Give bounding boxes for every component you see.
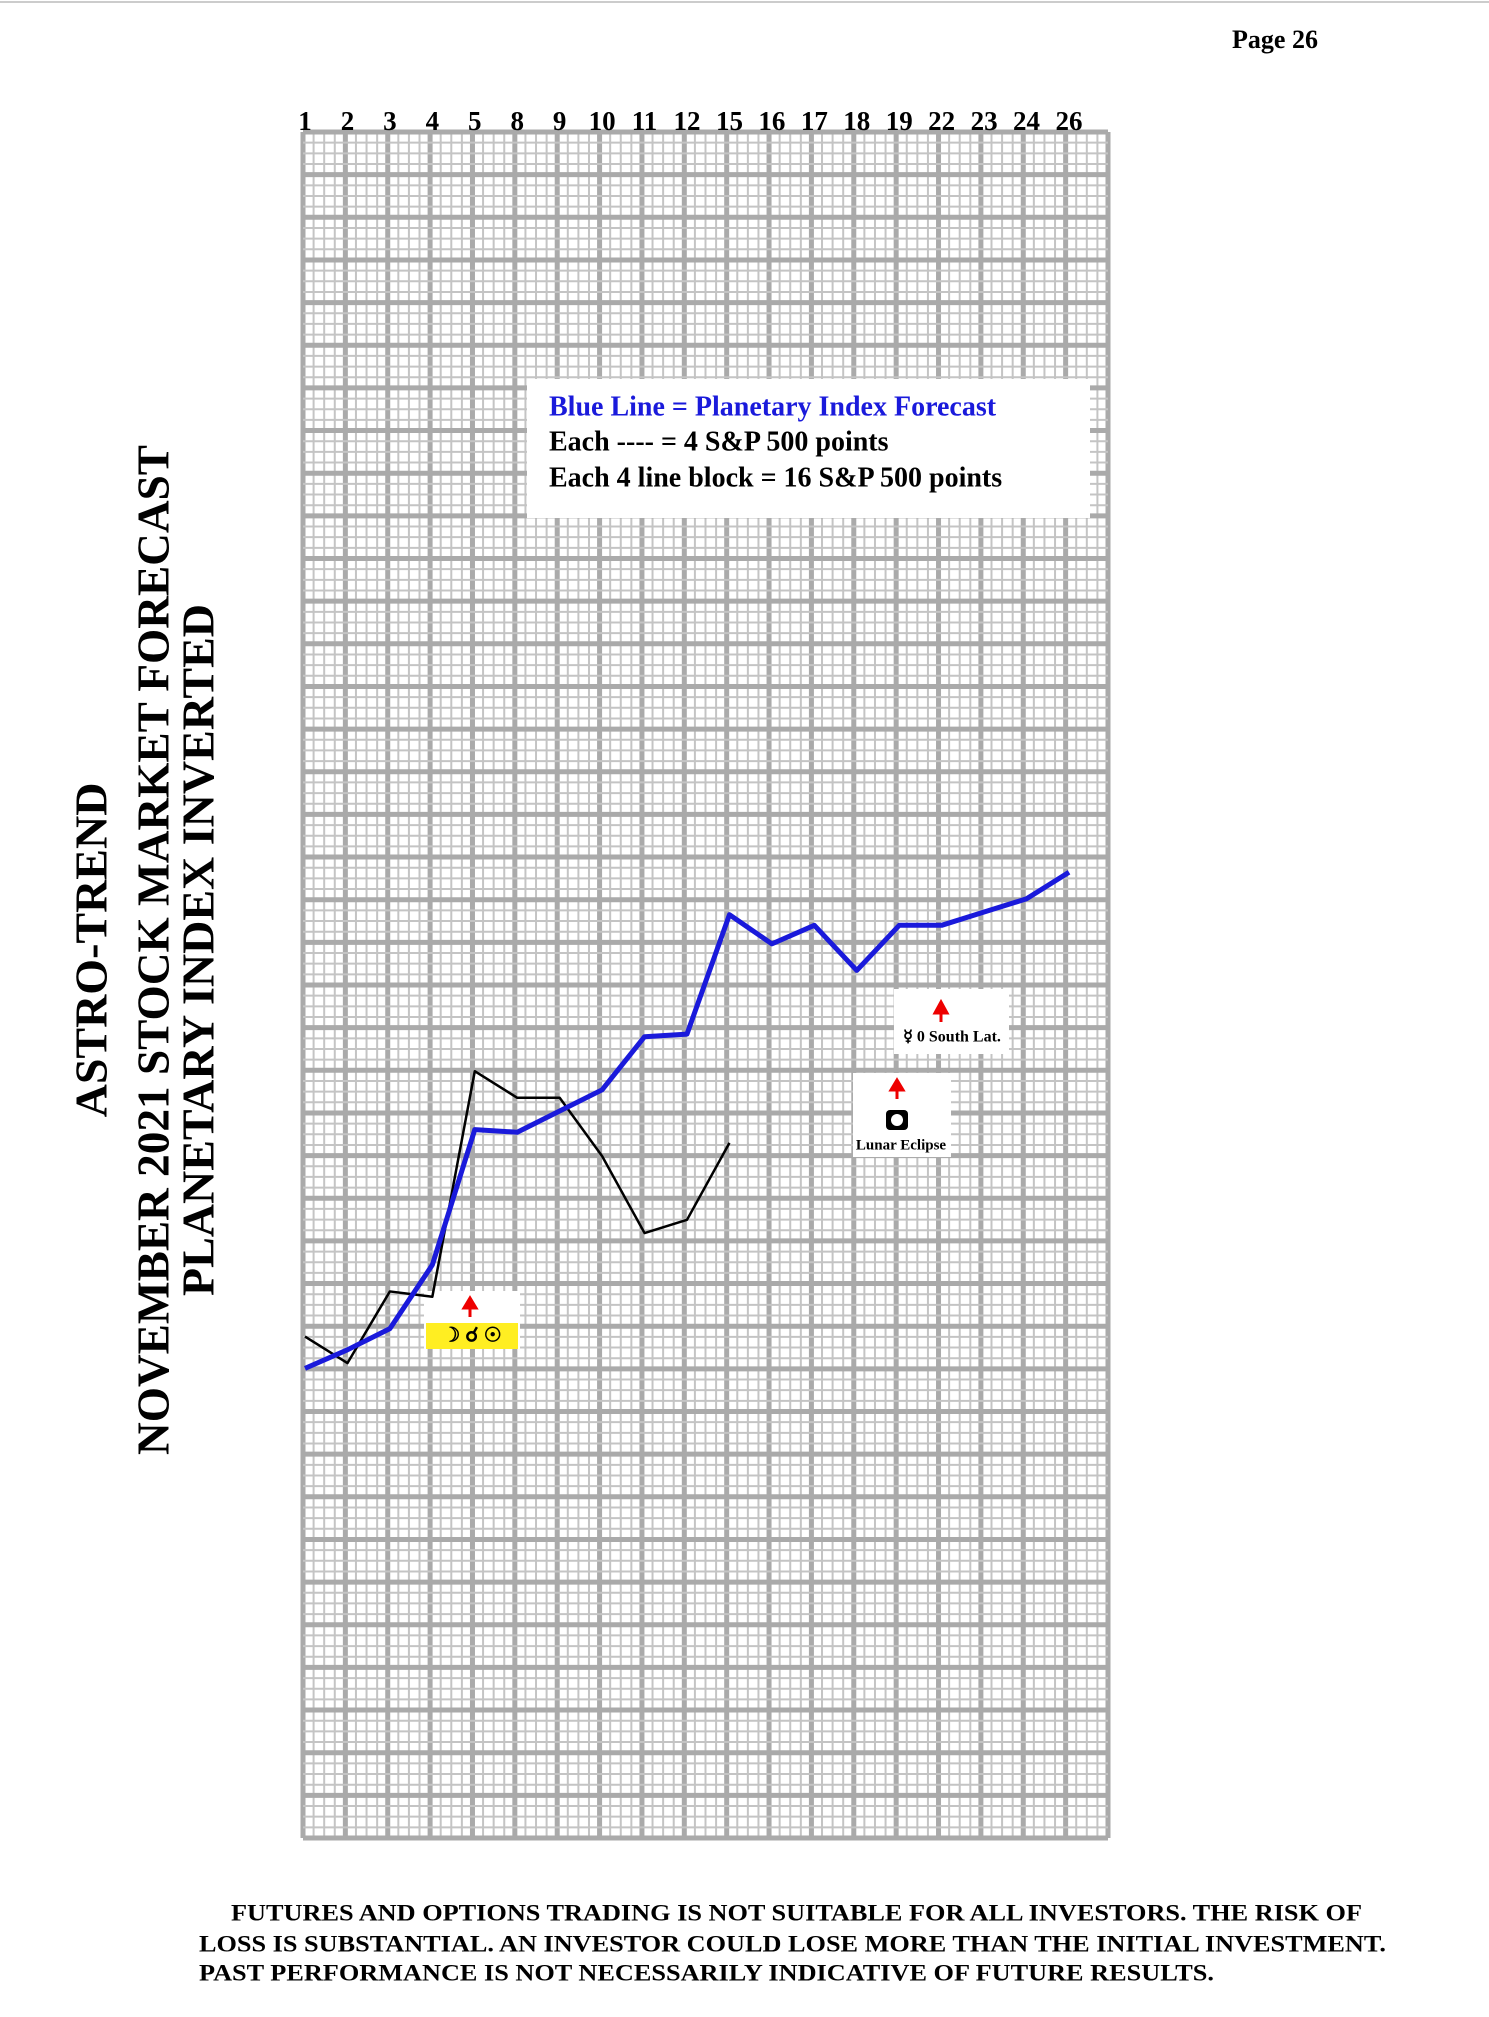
event-label: ☿ 0 South Lat. xyxy=(903,1029,1001,1046)
event-label: Lunar Eclipse xyxy=(856,1137,947,1153)
disclaimer: LOSS IS SUBSTANTIAL. AN INVESTOR COULD L… xyxy=(199,1931,1386,1956)
page-number: Page 26 xyxy=(1232,25,1318,54)
events: ☽ ☌ ☉ Lunar Eclipse ☿ 0 South Lat. xyxy=(424,989,1009,1349)
legend-entry: Blue Line = Planetary Index Forecast xyxy=(549,391,997,422)
x-tick-label: 26 xyxy=(1056,106,1083,136)
x-tick-label: 12 xyxy=(674,106,701,136)
x-tick-label: 3 xyxy=(383,106,397,136)
x-tick-label: 5 xyxy=(468,106,482,136)
chart-title: PLANETARY INDEX INVERTED xyxy=(173,604,224,1296)
x-tick-label: 17 xyxy=(801,106,828,136)
x-tick-label: 11 xyxy=(632,106,658,136)
x-tick-label: 8 xyxy=(510,106,524,136)
x-tick-label: 18 xyxy=(843,106,870,136)
disclaimer: PAST PERFORMANCE IS NOT NECESSARILY INDI… xyxy=(199,1960,1214,1985)
x-tick-label: 19 xyxy=(886,106,913,136)
event-label: ☽ ☌ ☉ xyxy=(442,1325,501,1347)
x-tick-label: 10 xyxy=(589,106,616,136)
chart-title: ASTRO-TREND xyxy=(66,783,117,1118)
x-tick-label: 22 xyxy=(928,106,955,136)
x-tick-label: 16 xyxy=(758,106,785,136)
x-tick-label: 23 xyxy=(971,106,998,136)
event-highlight xyxy=(426,1323,518,1349)
event-arrow xyxy=(888,1077,906,1099)
legend-note: Each ---- = 4 S&P 500 points xyxy=(549,426,889,457)
event-arrow xyxy=(932,998,950,1022)
event-box xyxy=(894,989,1009,1054)
disclaimer: FUTURES AND OPTIONS TRADING IS NOT SUITA… xyxy=(231,1900,1362,1925)
x-tick-label: 4 xyxy=(426,106,440,136)
eclipse-icon xyxy=(891,1114,903,1126)
series-line xyxy=(303,870,1071,1371)
x-tick-label: 9 xyxy=(553,106,567,136)
x-tick-label: 15 xyxy=(716,106,743,136)
x-tick-label: 24 xyxy=(1013,106,1040,136)
event-arrow xyxy=(461,1295,479,1317)
legend-box xyxy=(527,379,1090,518)
x-tick-label: 2 xyxy=(341,106,355,136)
plot xyxy=(303,870,1071,1371)
chart-title: NOVEMBER 2021 STOCK MARKET FORECAST xyxy=(128,445,179,1455)
x-tick-label: 1 xyxy=(298,106,312,136)
series-line xyxy=(304,1069,731,1365)
legend-note: Each 4 line block = 16 S&P 500 points xyxy=(549,462,1002,493)
